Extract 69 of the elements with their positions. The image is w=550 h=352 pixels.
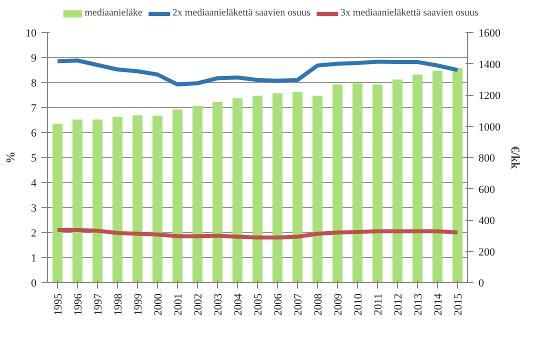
y2-tick-label: 800: [478, 152, 496, 164]
bar: [432, 70, 442, 282]
x-tick-label: 2011: [372, 294, 384, 316]
x-tick-label: 2007: [292, 293, 304, 316]
y-tick-label: 2: [31, 228, 36, 240]
y2-tick-label: 1000: [478, 121, 501, 134]
x-tick-label: 2009: [332, 293, 344, 316]
x-tick-label: 2012: [392, 294, 404, 316]
x-tick-label: 1999: [132, 293, 144, 316]
bar: [72, 120, 82, 282]
y2-tick-label: 400: [478, 215, 496, 227]
y-tick-label: 5: [31, 152, 37, 164]
x-tick-label: 2004: [232, 293, 244, 316]
x-tick-label: 2014: [432, 293, 444, 316]
bar: [212, 102, 222, 282]
bar: [112, 117, 122, 282]
bar: [252, 96, 262, 282]
x-tick-label: 1998: [112, 293, 124, 316]
y-tick-label: 7: [31, 102, 37, 114]
x-tick-label: 2002: [192, 294, 204, 316]
y-axis-title: %: [4, 152, 18, 164]
bar: [392, 80, 402, 282]
y-tick-label: 3: [31, 202, 37, 214]
y2-tick-label: 1400: [478, 58, 501, 71]
y2-tick-label: 1600: [478, 28, 501, 40]
legend-label: 2x mediaanieläkettä saavien osuus: [172, 8, 310, 18]
y-tick-label: 8: [31, 78, 37, 90]
bar: [152, 116, 162, 282]
y2-tick-label: 600: [478, 184, 496, 196]
legend-label: 3x mediaanieläkettä saavien osuus: [340, 8, 478, 18]
x-tick-label: 1997: [92, 293, 104, 316]
line-series: [56, 228, 460, 240]
x-tick-label: 2005: [252, 293, 264, 316]
y-tick-label: 9: [31, 52, 37, 64]
bar: [172, 110, 182, 282]
bar: [272, 93, 282, 282]
bar: [192, 106, 202, 282]
y2-tick-label: 0: [478, 278, 484, 290]
x-tick-label: 2006: [272, 293, 284, 316]
y-tick-label: 10: [26, 28, 37, 40]
x-tick-label: 2000: [152, 293, 164, 316]
x-tick-label: 2015: [452, 293, 464, 316]
bar: [452, 68, 462, 282]
legend-label: mediaanieläke: [84, 8, 142, 18]
x-tick-label: 2013: [412, 293, 424, 316]
bar: [92, 120, 102, 282]
bar: [232, 98, 242, 282]
y2-axis-title: €/kk: [508, 146, 522, 170]
bar: [132, 115, 142, 282]
bar: [412, 74, 422, 282]
y-tick-label: 1: [31, 252, 36, 264]
bar: [332, 84, 342, 282]
y-tick-label: 6: [31, 128, 37, 140]
bar: [372, 84, 382, 282]
bar: [52, 124, 62, 282]
y2-tick-label: 1200: [478, 90, 501, 102]
y-tick-label: 4: [31, 178, 37, 190]
x-tick-label: 2010: [352, 293, 364, 316]
y-tick-label: 0: [31, 278, 37, 290]
x-tick-label: 2008: [312, 293, 324, 316]
x-tick-label: 2001: [172, 294, 184, 316]
bar: [292, 92, 302, 282]
line-series: [56, 58, 460, 86]
x-tick-label: 1995: [52, 293, 64, 316]
y2-tick-label: 200: [478, 246, 496, 258]
bar: [352, 83, 362, 282]
bar: [312, 96, 322, 282]
x-tick-label: 2003: [212, 293, 224, 316]
x-tick-label: 1996: [72, 293, 84, 316]
